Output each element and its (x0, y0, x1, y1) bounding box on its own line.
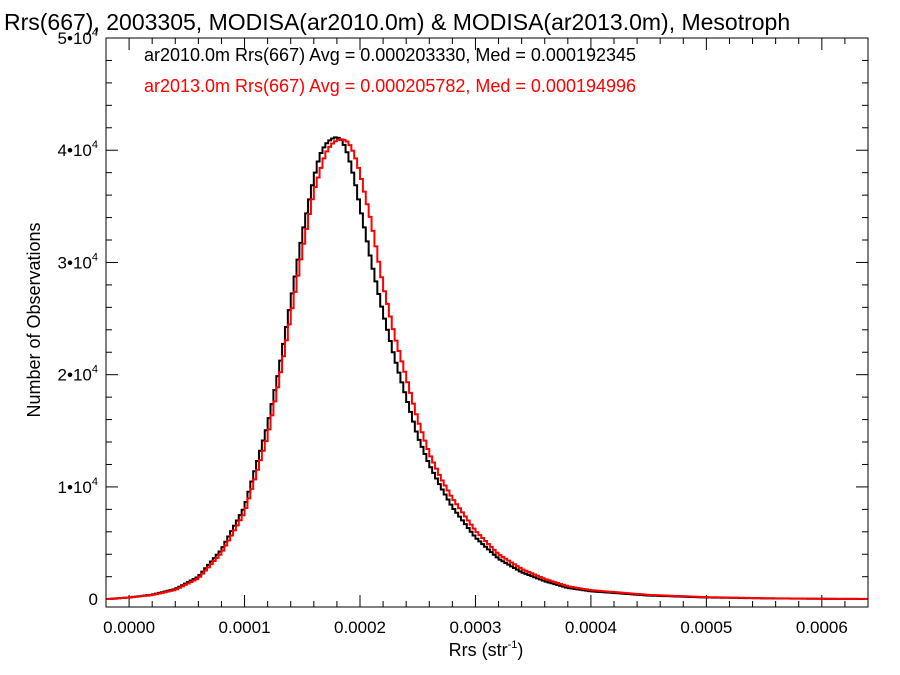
x-tick-label: 0.0003 (449, 618, 501, 637)
x-axis-label: Rrs (str-1) (449, 639, 524, 660)
x-tick-label: 0.0000 (103, 618, 155, 637)
chart-title: Rrs(667), 2003305, MODISA(ar2010.0m) & M… (4, 9, 790, 35)
x-axis-ticks: 0.0000 0.0001 0.0002 0.0003 0.0004 0.0005 0.00… (103, 38, 869, 637)
y-axis-label: Number of Observations (24, 222, 44, 417)
y-tick-label: 0 (89, 590, 98, 609)
x-tick-label: 0.0004 (565, 618, 617, 637)
series-line-ar2010-0m (106, 136, 868, 601)
series-line-ar2013-0m (106, 138, 868, 601)
y-tick-label: 4•104 (58, 139, 98, 160)
legend-entry-ar2013: ar2013.0m Rrs(667) Avg = 0.000205782, Me… (144, 76, 636, 96)
y-axis-ticks: 0 1•104 2•104 3•104 4•104 5•104 (58, 27, 868, 609)
legend-entry-ar2010: ar2010.0m Rrs(667) Avg = 0.000203330, Me… (144, 45, 636, 65)
y-tick-label: 2•104 (58, 364, 98, 385)
plot-frame (105, 37, 869, 608)
x-tick-label: 0.0005 (680, 618, 732, 637)
y-tick-label: 1•104 (58, 476, 98, 497)
x-tick-label: 0.0001 (219, 618, 271, 637)
x-tick-label: 0.0002 (334, 618, 386, 637)
y-tick-label: 5•104 (58, 27, 98, 48)
x-tick-label: 0.0006 (796, 618, 848, 637)
y-tick-label: 3•104 (58, 251, 98, 272)
series-layer (106, 136, 868, 601)
